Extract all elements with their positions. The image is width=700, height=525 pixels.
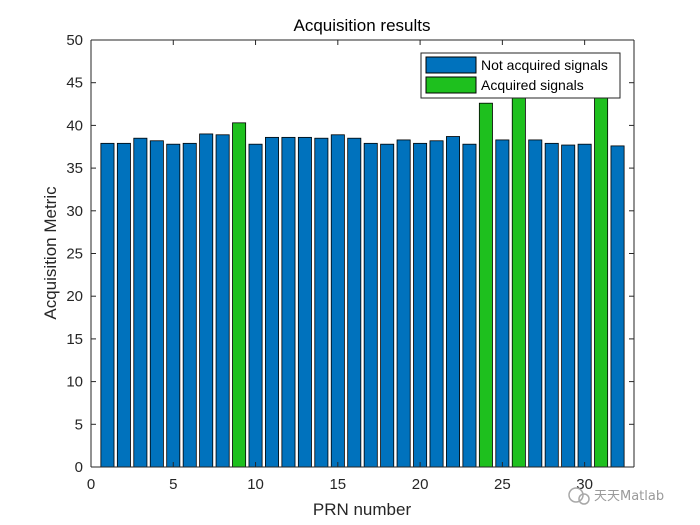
bar-not-acquired-prn-29: [561, 144, 576, 468]
x-axis-label: PRN number: [313, 500, 412, 519]
bar-not-acquired-prn-28: [544, 142, 559, 468]
bar-acquired-prn-9: [232, 122, 247, 468]
bars-group: [100, 94, 625, 468]
x-tick-label: 20: [412, 476, 429, 493]
x-tick-label: 15: [329, 476, 346, 493]
bar-acquired-prn-26: [511, 94, 526, 468]
bar-not-acquired-prn-6: [182, 142, 197, 468]
chart-title: Acquisition results: [293, 16, 430, 35]
legend-swatch-not-acquired: [425, 56, 477, 74]
legend-label-acquired: Acquired signals: [481, 77, 584, 93]
bar-not-acquired-prn-15: [330, 134, 345, 468]
bar-not-acquired-prn-20: [413, 142, 428, 468]
legend-label-not-acquired: Not acquired signals: [481, 57, 608, 73]
bar-not-acquired-prn-23: [462, 143, 477, 468]
bar-not-acquired-prn-4: [149, 140, 164, 468]
bar-not-acquired-prn-17: [363, 142, 378, 468]
bar-not-acquired-prn-11: [265, 136, 279, 468]
y-tick-label: 10: [66, 374, 83, 391]
x-tick-label: 30: [576, 476, 593, 493]
x-tick-label: 5: [169, 476, 177, 493]
bar-not-acquired-prn-13: [297, 136, 312, 468]
y-tick-label: 15: [66, 331, 83, 348]
bar-not-acquired-prn-10: [248, 143, 263, 468]
y-tick-label: 35: [66, 160, 83, 177]
y-tick-label: 50: [66, 32, 83, 49]
y-tick-label: 30: [66, 203, 83, 220]
wechat-icon: [568, 487, 584, 503]
bar-not-acquired-prn-2: [116, 142, 131, 468]
bar-not-acquired-prn-27: [528, 139, 543, 468]
y-tick-label: 45: [66, 75, 83, 92]
plot-area: 0 5 10 15 20 25 30 0 5 10 15 20 25 30 35 40 45 50: [66, 32, 635, 493]
bar-not-acquired-prn-21: [429, 140, 444, 468]
bar-not-acquired-prn-19: [396, 139, 411, 468]
bar-not-acquired-prn-5: [166, 143, 181, 468]
bar-acquired-prn-24: [478, 102, 493, 468]
y-axis-label: Acquisition Metric: [41, 186, 60, 320]
bar-not-acquired-prn-1: [100, 142, 115, 468]
bar-not-acquired-prn-18: [380, 143, 395, 468]
y-tick-label: 40: [66, 117, 83, 134]
y-axis-ticks: 0 5 10 15 20 25 30 35 40 45 50: [66, 32, 634, 476]
y-tick-label: 20: [66, 288, 83, 305]
y-tick-label: 0: [75, 459, 83, 476]
x-tick-label: 0: [87, 476, 95, 493]
bar-acquired-prn-31: [594, 95, 609, 468]
bar-not-acquired-prn-3: [133, 137, 148, 468]
wechat-icon-inner: [578, 493, 590, 505]
bar-not-acquired-prn-14: [314, 137, 329, 468]
y-tick-label: 5: [75, 416, 83, 433]
bar-not-acquired-prn-25: [495, 139, 510, 468]
bar-not-acquired-prn-7: [199, 133, 214, 468]
y-tick-label: 25: [66, 246, 83, 263]
legend: Not acquired signals Acquired signals: [420, 52, 621, 99]
bar-not-acquired-prn-12: [281, 136, 296, 468]
bar-not-acquired-prn-32: [610, 145, 625, 468]
bar-not-acquired-prn-30: [577, 143, 592, 468]
x-tick-label: 25: [494, 476, 511, 493]
bar-not-acquired-prn-22: [446, 136, 460, 468]
x-tick-label: 10: [247, 476, 264, 493]
watermark: 天天Matlab: [568, 487, 664, 505]
bar-not-acquired-prn-8: [215, 134, 230, 468]
watermark-text: 天天Matlab: [594, 489, 664, 504]
axes-background: [91, 40, 634, 467]
bar-not-acquired-prn-16: [347, 137, 362, 468]
legend-swatch-acquired: [425, 76, 477, 94]
